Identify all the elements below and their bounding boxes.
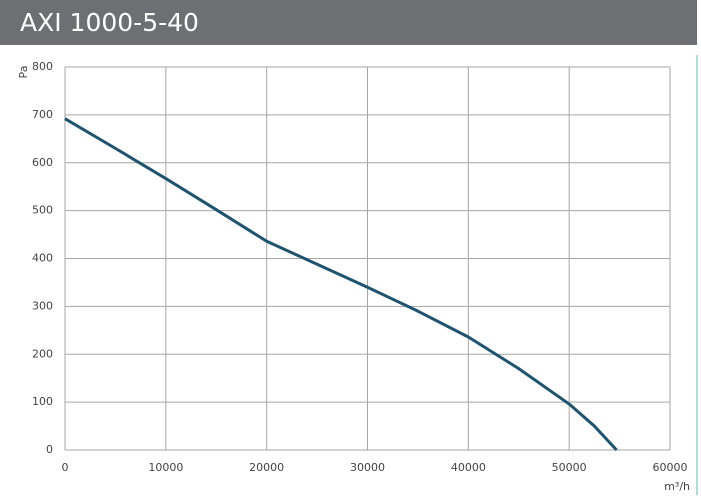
x-tick-label: 40000	[451, 461, 486, 474]
x-tick-label: 30000	[350, 461, 385, 474]
chart-title: AXI 1000-5-40	[20, 8, 199, 37]
y-axis-label: Pa	[17, 66, 30, 79]
y-tick-label: 0	[46, 443, 53, 456]
title-bar	[0, 0, 697, 45]
x-tick-label: 20000	[249, 461, 284, 474]
x-tick-label: 50000	[552, 461, 587, 474]
y-tick-label: 100	[32, 395, 53, 408]
x-tick-label: 10000	[148, 461, 183, 474]
y-tick-label: 400	[32, 252, 53, 265]
y-tick-label: 300	[32, 299, 53, 312]
x-axis-label: m³/h	[664, 480, 690, 493]
y-tick-label: 500	[32, 204, 53, 217]
y-tick-label: 800	[32, 60, 53, 73]
y-tick-label: 200	[32, 347, 53, 360]
y-tick-label: 700	[32, 108, 53, 121]
data-line	[64, 117, 618, 452]
x-tick-label: 60000	[653, 461, 688, 474]
y-tick-label: 600	[32, 156, 53, 169]
x-tick-label: 0	[62, 461, 69, 474]
